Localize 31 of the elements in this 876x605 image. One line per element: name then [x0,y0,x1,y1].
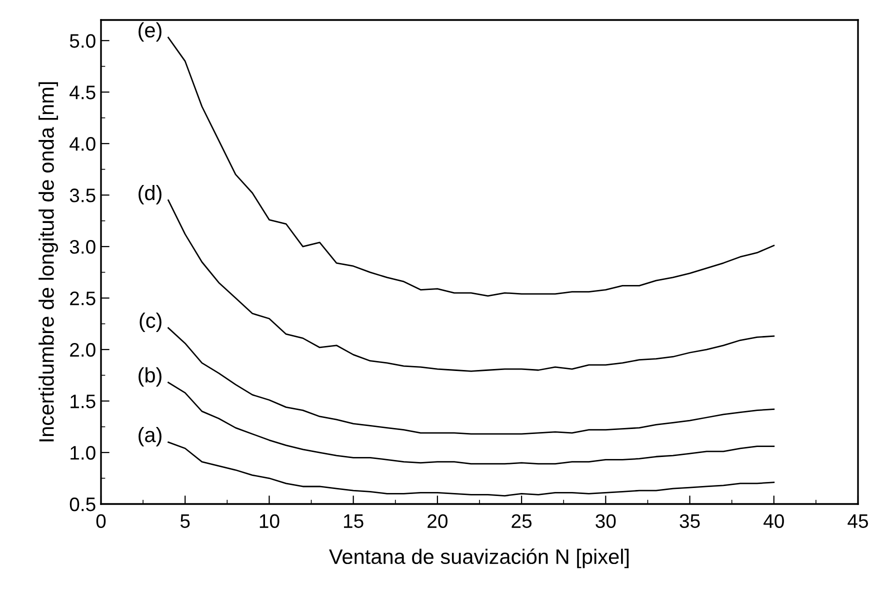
y-tick-label: 5.0 [70,34,96,48]
line-series [168,36,775,297]
line-series [168,382,775,465]
x-tick-label: 30 [596,514,616,528]
y-tick-label: 1.0 [70,446,96,460]
x-tick-label: 35 [680,514,700,528]
y-tick-label: 1.5 [70,394,96,408]
y-tick-label: 3.0 [70,240,96,254]
series-label: (c) [140,312,162,332]
series-label: (e) [138,22,162,42]
x-tick-label: 25 [512,514,532,528]
y-tick-label: 4.5 [70,86,96,100]
x-tick-label: 20 [428,514,448,528]
series-label: (d) [138,184,162,204]
x-tick-label: 0 [96,514,106,528]
x-tick-label: 40 [764,514,784,528]
x-axis-title: Ventana de suavización N [pixel] [329,548,629,568]
series-label: (b) [138,367,162,387]
x-tick-label: 15 [344,514,364,528]
y-tick-label: 0.5 [70,497,96,512]
y-axis-title: Incertidumbre de longitud de onda [nm] [38,82,58,442]
x-tick-label: 5 [180,514,190,528]
y-tick-label: 2.0 [70,343,96,357]
series-label: (a) [138,426,162,446]
line-series [168,200,775,372]
x-tick-label: 45 [848,514,868,528]
x-tick-label: 10 [260,514,280,528]
y-tick-label: 2.5 [70,292,96,306]
y-tick-label: 3.5 [70,188,96,202]
y-tick-label: 4.0 [70,137,96,151]
line-series [168,327,775,435]
